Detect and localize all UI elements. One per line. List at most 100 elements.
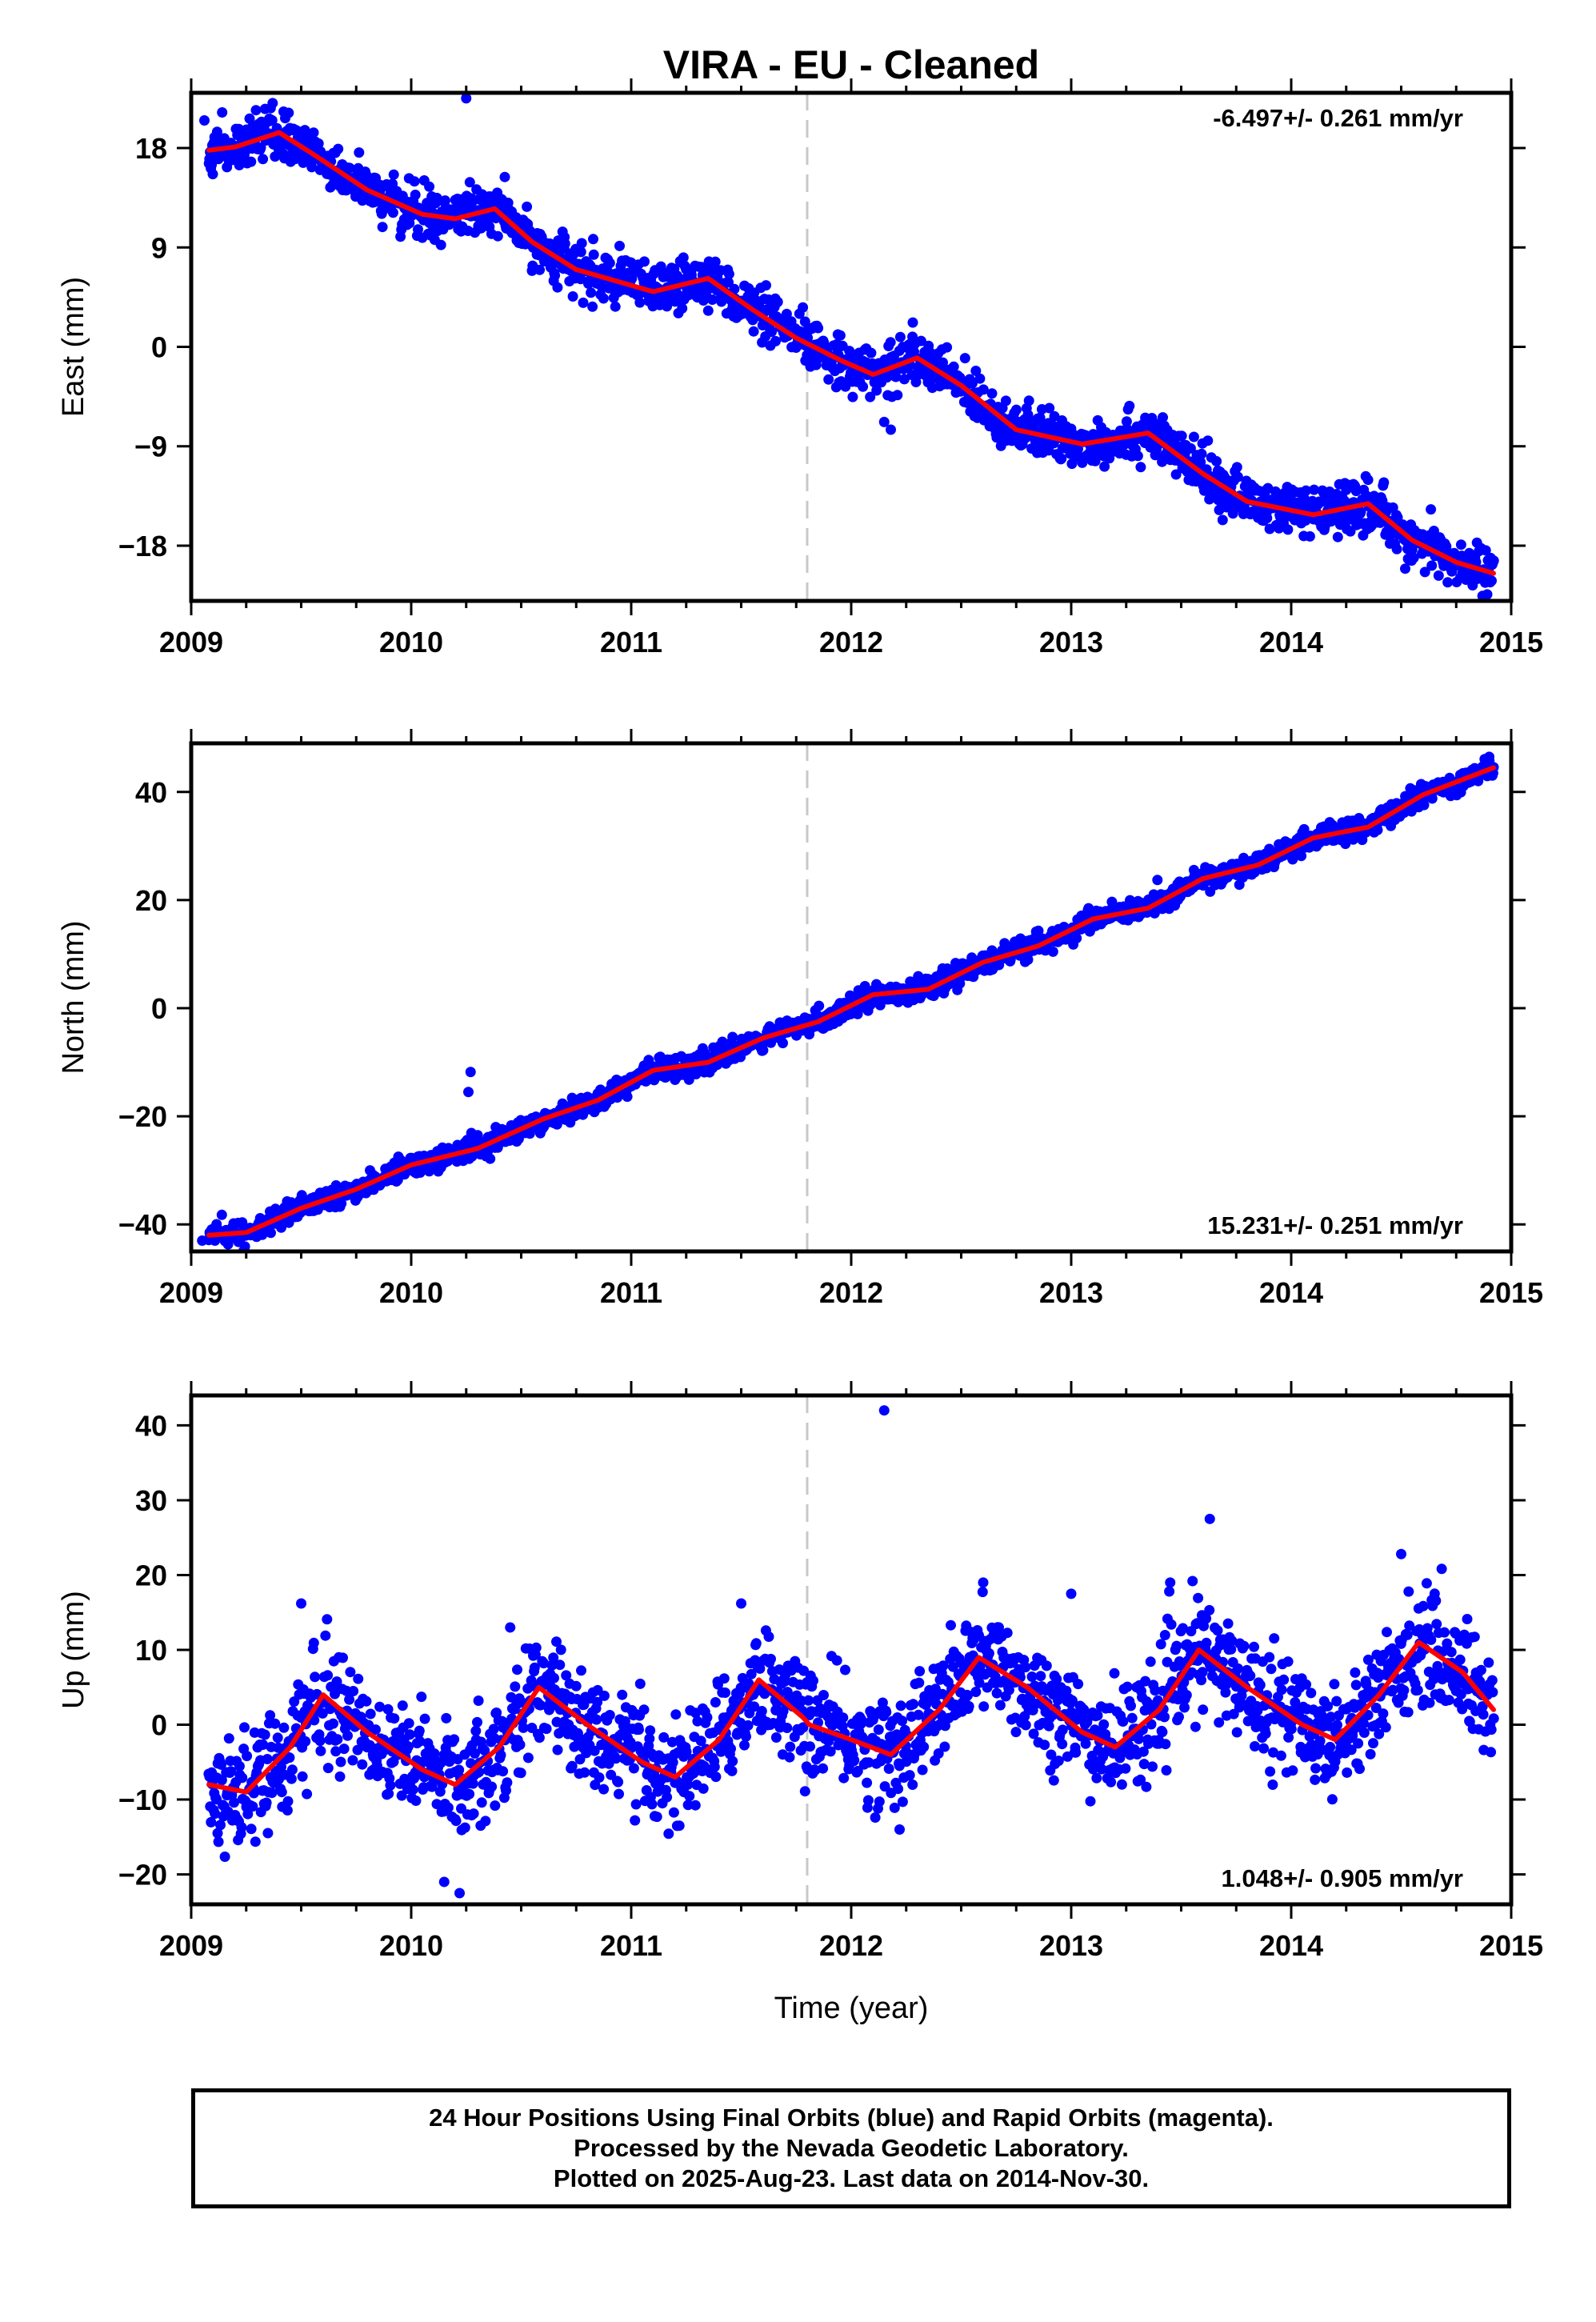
east-data-point (1170, 469, 1182, 480)
up-data-point (310, 1671, 321, 1683)
up-data-point (548, 1652, 559, 1663)
up-data-point (397, 1700, 408, 1711)
up-data-point (913, 1709, 924, 1720)
east-data-point (894, 331, 906, 342)
up-data-point (239, 1722, 250, 1733)
up-data-point (345, 1667, 356, 1678)
up-data-point (893, 1784, 904, 1795)
east-data-point (1056, 453, 1067, 464)
up-data-point (946, 1619, 956, 1631)
up-data-point (470, 1748, 480, 1759)
up-data-point (402, 1741, 414, 1752)
east-data-point (1400, 563, 1410, 574)
up-data-point (490, 1800, 501, 1812)
north-data-point (336, 1198, 347, 1209)
up-data-point (468, 1808, 479, 1820)
up-data-point (651, 1812, 662, 1823)
north-ytick-label: −40 (118, 1208, 167, 1241)
up-data-point (628, 1763, 639, 1774)
up-data-point (389, 1713, 400, 1724)
up-data-point (549, 1672, 559, 1683)
east-data-point (1455, 539, 1466, 550)
up-data-point (338, 1652, 348, 1663)
east-data-point (1426, 504, 1437, 515)
up-data-point (219, 1852, 230, 1862)
east-data-point (748, 326, 759, 337)
up-data-point (302, 1788, 313, 1800)
up-data-point (754, 1663, 766, 1674)
up-data-point (720, 1687, 730, 1698)
up-data-point (808, 1675, 818, 1686)
up-data-point (709, 1761, 720, 1772)
east-data-point (1211, 456, 1222, 466)
up-data-point (403, 1718, 414, 1729)
up-data-point (374, 1701, 386, 1712)
east-rate-label: -6.497+/- 0.261 mm/yr (1213, 104, 1463, 132)
up-data-point (226, 1766, 237, 1777)
east-data-point (847, 391, 858, 402)
up-data-point (213, 1836, 224, 1848)
east-outlier-point (461, 93, 472, 104)
up-data-point (314, 1735, 326, 1747)
north-xtick-label: 2010 (379, 1276, 443, 1309)
up-data-point (286, 1773, 297, 1784)
up-data-point (464, 1788, 475, 1800)
up-data-point (617, 1689, 628, 1700)
east-ytick-label: 9 (151, 231, 167, 264)
north-data-point (1296, 851, 1307, 862)
up-data-point (459, 1822, 470, 1833)
up-data-point (670, 1709, 682, 1720)
east-data-point (1362, 474, 1374, 486)
east-data-point (388, 169, 399, 180)
east-data-point (723, 269, 734, 279)
up-data-point (551, 1716, 562, 1727)
up-data-point (495, 1750, 506, 1760)
up-data-point (684, 1791, 695, 1802)
up-data-point (908, 1699, 919, 1710)
up-data-point (473, 1695, 484, 1706)
up-data-point (479, 1745, 490, 1756)
up-data-point (914, 1677, 925, 1688)
up-data-point (229, 1797, 239, 1808)
up-data-point (382, 1703, 394, 1715)
up-data-point (297, 1771, 308, 1782)
up-data-point (466, 1758, 476, 1769)
up-data-point (237, 1772, 248, 1784)
up-data-point (538, 1658, 550, 1669)
east-data-point (634, 297, 646, 308)
up-data-point (215, 1820, 226, 1831)
east-data-point (266, 114, 278, 126)
north-xtick-label: 2009 (159, 1276, 223, 1309)
east-data-point (702, 305, 714, 316)
east-data-points (199, 93, 1499, 601)
east-ytick-label: −9 (134, 430, 167, 463)
north-outlier-point (465, 1067, 476, 1078)
up-data-point (918, 1741, 930, 1752)
up-data-point (818, 1690, 829, 1700)
east-data-point (1355, 506, 1366, 518)
up-data-point (352, 1744, 363, 1756)
east-data-point (534, 264, 546, 275)
east-data-point (424, 181, 435, 192)
north-data-point (622, 1091, 633, 1103)
east-data-point (258, 154, 269, 165)
east-data-point (387, 207, 398, 218)
east-data-point (1124, 400, 1135, 411)
up-data-point (889, 1802, 900, 1813)
up-data-points (203, 1405, 1499, 1899)
east-data-point (246, 156, 257, 167)
east-data-point (707, 294, 718, 305)
east-data-point (974, 373, 986, 384)
up-data-point (947, 1661, 958, 1672)
up-data-point (334, 1771, 346, 1782)
up-data-point (410, 1796, 422, 1806)
north-ytick-label: 20 (135, 884, 167, 917)
east-data-point (614, 240, 625, 251)
east-data-point (604, 258, 615, 269)
east-data-point (267, 98, 278, 109)
up-data-point (604, 1710, 615, 1720)
north-ytick-label: 0 (151, 992, 167, 1025)
east-data-point (1196, 448, 1207, 459)
up-data-point (570, 1680, 582, 1691)
east-data-point (588, 234, 598, 245)
